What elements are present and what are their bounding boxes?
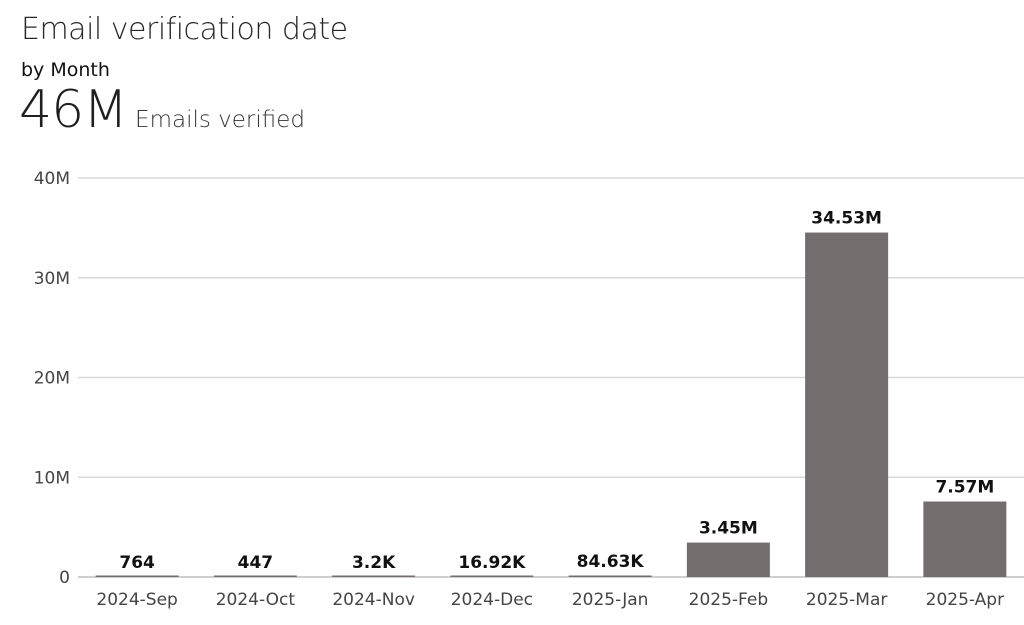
data-label: 3.2K [352,553,396,573]
y-tick-label: 30M [34,269,70,289]
data-label: 447 [238,553,274,573]
y-tick-label: 10M [34,468,70,488]
data-label: 16.92K [458,553,526,573]
bar [568,575,652,577]
y-tick-label: 0 [59,568,70,588]
data-label: 3.45M [699,519,758,539]
kpi-summary: 46M Emails verified [19,80,305,140]
bar [332,575,416,577]
kpi-label: Emails verified [135,107,305,133]
data-label: 84.63K [577,552,645,572]
bar [805,232,889,578]
x-tick-label: 2024-Oct [216,590,296,610]
y-tick-label: 20M [34,369,70,389]
data-label: 7.57M [935,477,994,497]
data-label: 34.53M [811,209,882,229]
x-tick-label: 2025-Mar [806,590,887,610]
chart-subtitle: by Month [21,59,110,81]
x-tick-label: 2025-Feb [689,590,769,610]
bar [686,542,770,577]
x-tick-label: 2025-Jan [572,590,649,610]
x-tick-label: 2024-Nov [332,590,415,610]
x-tick-label: 2024-Sep [96,590,177,610]
bar [450,575,534,577]
chart-title: Email verification date [21,12,348,47]
bar [95,575,179,577]
x-tick-label: 2024-Dec [451,590,533,610]
x-tick-label: 2025-Apr [926,590,1004,610]
bar [213,575,297,577]
kpi-value: 46M [19,80,128,140]
y-tick-label: 40M [34,169,70,189]
bar [923,501,1007,577]
data-label: 764 [119,553,155,573]
